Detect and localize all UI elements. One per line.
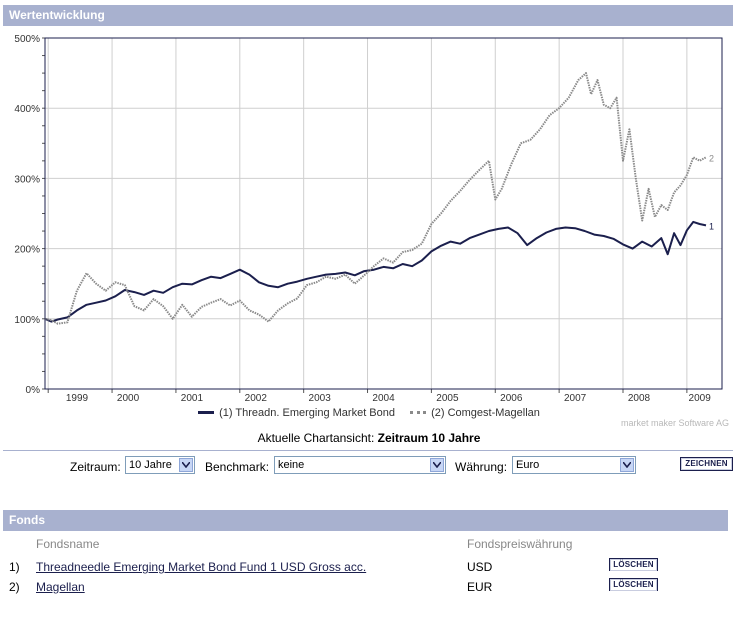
delete-button-label: LÖSCHEN [610,579,657,591]
legend-label-1: (1) Threadn. Emerging Market Bond [219,406,395,419]
y-tick-label: 500% [14,34,40,45]
x-tick-label: 2008 [628,393,651,404]
y-tick-label: 200% [14,245,40,256]
x-tick-label: 2003 [309,393,332,404]
y-tick-label: 0% [26,385,41,396]
divider [3,450,733,451]
series-end-label-2: 2 [709,153,714,163]
legend-solid-line-icon [198,411,215,414]
x-tick-label: 1999 [66,393,89,404]
series-line-2 [44,72,707,325]
fund-currency: EUR [467,580,493,594]
fund-row-number: 1) [9,560,20,574]
funds-section-title: Fonds [9,513,45,527]
y-tick-label: 100% [14,315,40,326]
chart-legend: (1) Threadn. Emerging Market Bond (2) Co… [0,405,738,419]
zeitraum-select-value: 10 Jahre [129,459,172,471]
zeichnen-button[interactable]: ZEICHNEN [680,457,733,471]
series-end-label-1: 1 [709,221,714,231]
zeitraum-label: Zeitraum: [70,460,121,474]
x-tick-label: 2006 [500,393,523,404]
x-tick-label: 2005 [436,393,459,404]
fund-currency: USD [467,560,493,574]
x-tick-label: 2004 [372,393,395,404]
fund-name-link[interactable]: Magellan [36,580,85,594]
delete-button-label: LÖSCHEN [610,559,657,571]
x-tick-label: 2000 [117,393,140,404]
zeichnen-button-label: ZEICHNEN [681,458,732,470]
current-view-label: Aktuelle Chartansicht: [257,431,375,445]
performance-chart: 0% 100% 200% 300% 400% 500% 1999 2000 2001 2002 20… [14,34,723,404]
chart-section-title: Wertentwicklung [9,8,105,22]
chevron-down-icon[interactable] [430,458,444,472]
copyright-note: market maker Software AG [620,418,729,428]
x-tick-label: 2002 [245,393,268,404]
legend-dotted-line-icon [410,411,427,414]
chevron-down-icon[interactable] [620,458,634,472]
fund-currency-column-header: Fondspreiswährung [467,537,573,551]
fund-row-number: 2) [9,580,20,594]
funds-section-header: Fonds [3,510,728,531]
series-line-1 [44,220,707,323]
x-tick-label: 2007 [564,393,587,404]
chevron-down-icon[interactable] [179,458,193,472]
legend-item-1: (1) Threadn. Emerging Market Bond [198,407,395,419]
waehrung-label: Währung: [455,460,508,474]
legend-label-2: (2) Comgest-Magellan [431,406,540,419]
fund-name-column-header: Fondsname [36,537,100,551]
plot-frame [44,37,723,390]
y-tick-label: 400% [14,104,40,115]
current-view-value: Zeitraum 10 Jahre [377,431,481,445]
zeitraum-select[interactable]: 10 Jahre [125,456,195,474]
benchmark-label: Benchmark: [205,460,270,474]
x-tick-label: 2001 [181,393,204,404]
benchmark-select-value: keine [278,459,305,471]
benchmark-select[interactable]: keine [274,456,446,474]
x-tick-label: 2009 [689,393,712,404]
fund-name-link[interactable]: Threadneedle Emerging Market Bond Fund 1… [36,560,367,574]
waehrung-select[interactable]: Euro [512,456,636,474]
delete-fund-button[interactable]: LÖSCHEN [609,558,658,571]
current-chart-view: Aktuelle Chartansicht: Zeitraum 10 Jahre [0,431,738,445]
plot-area [45,38,722,389]
legend-item-2: (2) Comgest-Magellan [410,407,540,419]
y-tick-label: 300% [14,174,40,185]
chart-section-header: Wertentwicklung [3,5,733,26]
delete-fund-button[interactable]: LÖSCHEN [609,578,658,591]
waehrung-select-value: Euro [516,459,540,471]
